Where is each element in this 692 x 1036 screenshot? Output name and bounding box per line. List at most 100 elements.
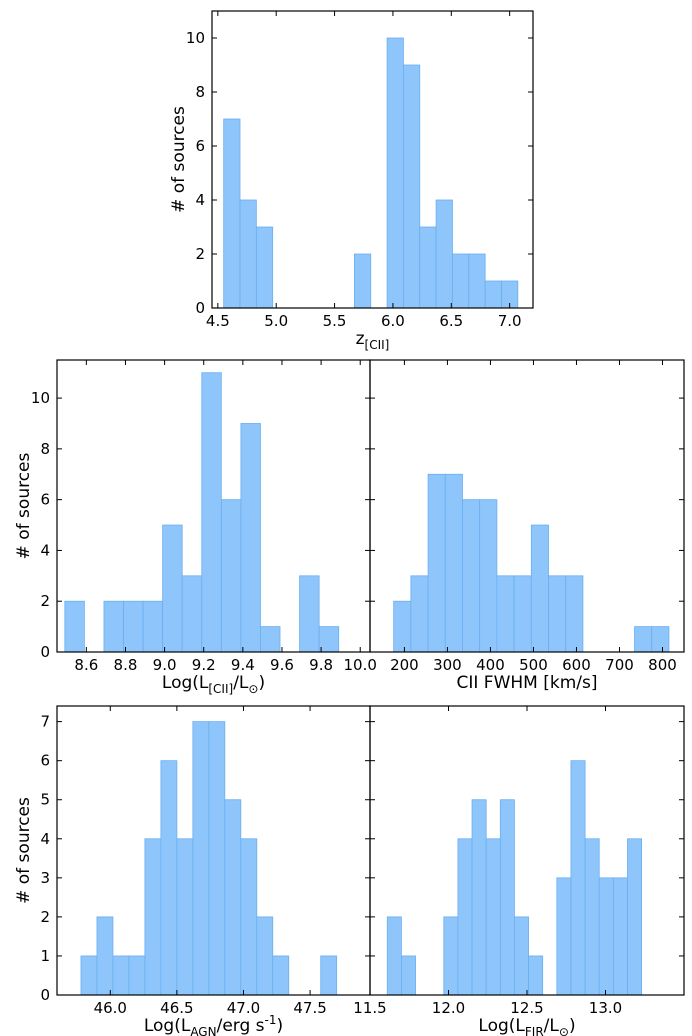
y-tick-label: 3	[40, 869, 50, 887]
histogram-bar	[457, 838, 473, 996]
histogram-bar	[556, 877, 572, 996]
y-tick-label: 2	[195, 245, 205, 263]
y-axis-label: # of sources	[14, 452, 34, 559]
x-tick-label: 500	[519, 656, 548, 674]
y-tick-label: 0	[195, 299, 205, 317]
x-tick-label: 11.5	[353, 999, 386, 1017]
y-tick-label: 1	[40, 947, 50, 965]
histogram-bar	[240, 838, 258, 996]
x-tick-label: 7.0	[498, 312, 522, 330]
histogram-bar	[386, 916, 402, 996]
y-tick-label: 8	[195, 83, 205, 101]
x-tick-label: 46.0	[94, 999, 127, 1017]
x-tick-label: 5.5	[323, 312, 347, 330]
histogram-bar	[565, 575, 584, 653]
histogram-bar	[612, 877, 628, 996]
x-tick-label: 300	[433, 656, 462, 674]
histogram-bar	[479, 499, 498, 653]
histogram-bar	[142, 600, 164, 653]
histogram-bar	[96, 916, 114, 996]
histogram-bar	[260, 626, 281, 653]
axes-frame	[211, 10, 534, 309]
x-tick-label: 400	[476, 656, 505, 674]
histogram-bar	[468, 253, 486, 309]
histogram-bar	[403, 64, 421, 309]
histogram-bar	[160, 760, 178, 996]
histogram-bar	[80, 955, 98, 996]
x-tick-label: 12.0	[432, 999, 465, 1017]
x-tick-label: 9.4	[231, 656, 255, 674]
x-tick-label: 46.5	[160, 999, 193, 1017]
x-tick-label: 6.5	[439, 312, 463, 330]
x-tick-label: 9.8	[309, 656, 333, 674]
histogram-bar	[499, 799, 515, 996]
x-tick-label: 47.5	[293, 999, 326, 1017]
histogram-bar	[514, 916, 529, 996]
histogram-bar	[393, 600, 412, 653]
histogram-bar	[484, 280, 502, 309]
histogram-bar	[272, 955, 290, 996]
x-tick-label: 600	[562, 656, 591, 674]
histogram-bar	[176, 838, 194, 996]
y-tick-label: 6	[195, 137, 205, 155]
y-tick-label: 0	[40, 986, 50, 1004]
histogram-bar	[256, 916, 274, 996]
y-axis-label: # of sources	[14, 797, 34, 904]
histogram-bar	[528, 955, 544, 996]
axes-frame	[369, 359, 685, 653]
histogram-bar	[128, 955, 146, 996]
x-tick-label: 6.0	[381, 312, 405, 330]
x-axis-label: z[CII]	[356, 329, 390, 352]
chart-lfir: 11.5 12.0 12.5 13.0 Log(LFIR/L⊙)	[353, 705, 685, 1036]
y-tick-label: 4	[195, 191, 205, 209]
histogram-bar	[201, 372, 222, 653]
histogram-bar	[239, 199, 257, 309]
histogram-bar	[627, 838, 643, 996]
histogram-bar	[354, 253, 372, 309]
histogram-bar	[513, 575, 532, 653]
y-tick-label: 0	[40, 643, 50, 661]
histogram-bar	[192, 721, 210, 996]
histogram-bar	[584, 838, 600, 996]
histogram-bar	[496, 575, 515, 653]
x-tick-label: 9.2	[192, 656, 216, 674]
y-tick-label: 10	[186, 29, 205, 47]
histogram-bar	[224, 799, 242, 996]
histogram-bar	[570, 760, 586, 996]
x-tick-label: 9.6	[270, 656, 294, 674]
y-tick-label: 4	[40, 830, 50, 848]
x-tick-label: 13.0	[589, 999, 622, 1017]
histogram-bar	[435, 199, 453, 309]
histogram-bar	[181, 575, 203, 653]
histogram-bar	[462, 499, 481, 653]
histogram-bar	[208, 721, 226, 996]
x-tick-label: 8.8	[114, 656, 138, 674]
x-tick-label: 4.5	[206, 312, 230, 330]
x-axis-label: Log(LFIR/L⊙)	[478, 1016, 575, 1036]
y-tick-label: 2	[40, 908, 50, 926]
x-axis-label: CII FWHM [km/s]	[457, 673, 598, 693]
y-tick-label: 6	[40, 752, 50, 770]
histogram-bar	[123, 600, 144, 653]
histogram-bar	[400, 955, 416, 996]
histogram-bar	[103, 600, 124, 653]
histogram-bar	[144, 838, 162, 996]
histogram-bar	[318, 626, 340, 653]
x-tick-label: 200	[390, 656, 419, 674]
x-tick-label: 800	[648, 656, 677, 674]
y-axis-label: # of sources	[169, 106, 189, 213]
histogram-bar	[320, 955, 338, 996]
x-tick-label: 12.5	[510, 999, 543, 1017]
x-tick-label: 47.0	[227, 999, 260, 1017]
y-tick-label: 4	[40, 541, 50, 559]
histogram-bar	[598, 877, 614, 996]
histogram-bar	[240, 423, 261, 653]
histogram-bar	[530, 524, 549, 653]
x-axis-label: Log(LAGN/erg s-1)	[144, 1013, 283, 1036]
y-tick-label: 6	[40, 491, 50, 509]
histogram-bar	[485, 838, 501, 996]
histogram-bar	[548, 575, 567, 653]
histogram-bar	[419, 226, 437, 309]
histogram-bar	[651, 626, 670, 653]
x-tick-label: 5.0	[264, 312, 288, 330]
